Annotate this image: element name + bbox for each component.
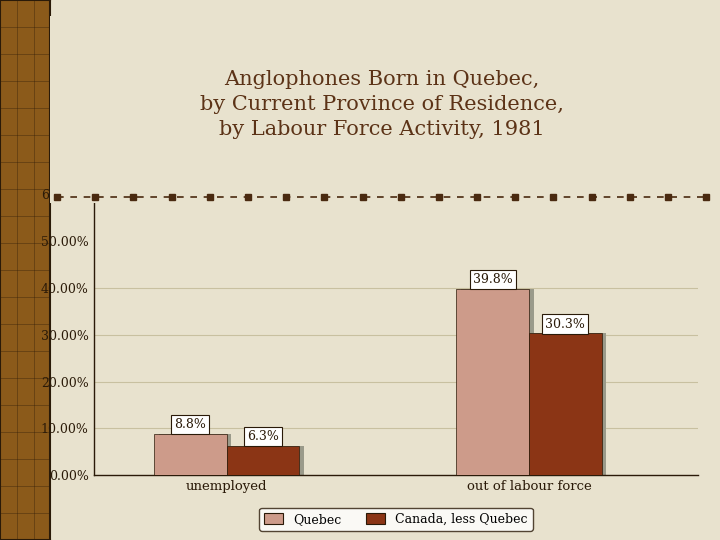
Bar xyxy=(462,289,534,477)
Bar xyxy=(534,333,606,477)
Bar xyxy=(159,434,232,477)
Text: 8.8%: 8.8% xyxy=(174,418,207,431)
Bar xyxy=(529,333,602,475)
Text: Anglophones Born in Quebec,
by Current Province of Residence,
by Labour Force Ac: Anglophones Born in Quebec, by Current P… xyxy=(199,70,564,139)
Legend: Quebec, Canada, less Quebec: Quebec, Canada, less Quebec xyxy=(259,508,533,531)
Bar xyxy=(232,446,304,477)
Bar xyxy=(227,446,300,475)
Bar xyxy=(154,434,227,475)
Text: 39.8%: 39.8% xyxy=(473,273,513,286)
Text: 30.3%: 30.3% xyxy=(546,318,585,330)
Text: 6.3%: 6.3% xyxy=(247,430,279,443)
Bar xyxy=(456,289,529,475)
